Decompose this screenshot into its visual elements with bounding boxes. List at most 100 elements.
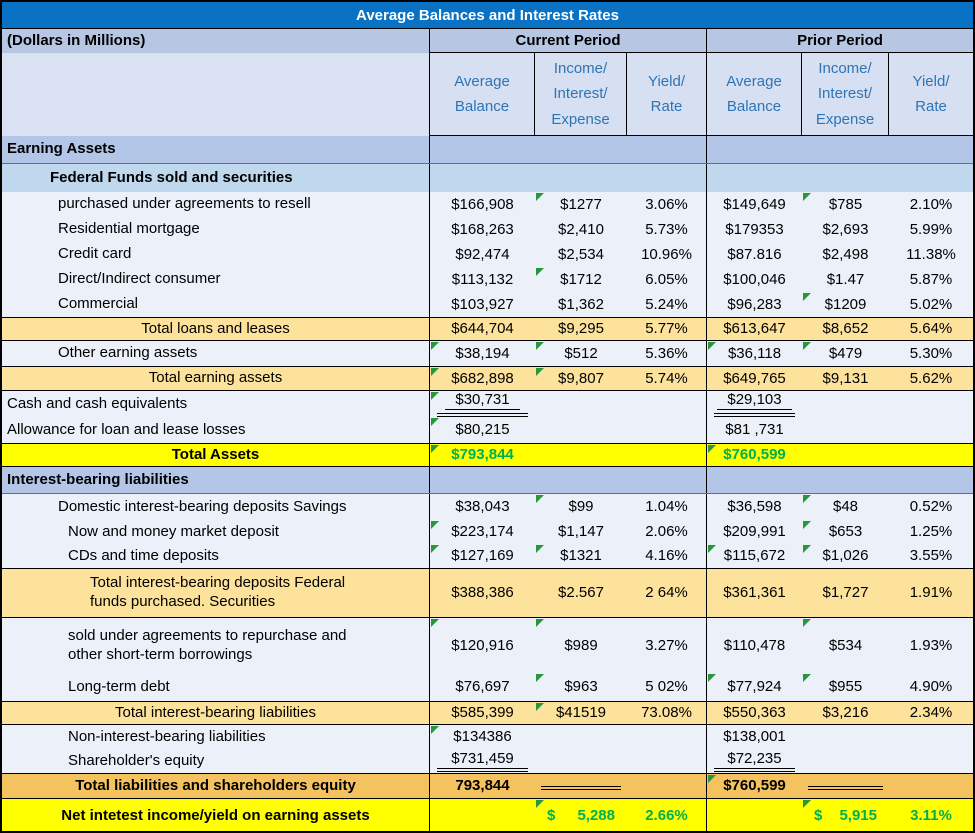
cell-value: $149,649 <box>723 195 786 213</box>
double-underline <box>808 785 883 790</box>
value-cell: $9,295 <box>535 318 627 340</box>
value-cell <box>627 774 707 798</box>
value-cell: 11.38% <box>889 242 973 267</box>
table-row: Long-term debt $76,697 $963 5 02% $77,924 $95… <box>2 673 973 701</box>
cell-value: $989 <box>564 636 598 654</box>
cell-value: $179353 <box>725 220 784 238</box>
cell-value: $41519 <box>555 704 607 722</box>
value-cell: $2,693 <box>802 217 889 242</box>
cell-value: $388,386 <box>451 584 514 602</box>
error-indicator-triangle-icon <box>536 800 544 808</box>
value-cell: $785 <box>802 192 889 217</box>
value-cell <box>535 749 627 773</box>
value-cell <box>707 799 802 831</box>
value-cell <box>889 391 973 417</box>
cell-value: $1209 <box>824 295 867 313</box>
cell-value: 5.99% <box>909 220 953 238</box>
cell-value: 2.06% <box>645 523 688 541</box>
value-cell <box>535 136 627 163</box>
value-cell: 73.08% <box>627 702 707 724</box>
row-label: Shareholder's equity <box>2 749 430 773</box>
table-row: purchased under agreements to resell $166… <box>2 192 973 217</box>
error-indicator-triangle-icon <box>803 521 811 529</box>
prior-average-balance-header: Average Balance <box>707 53 802 136</box>
value-cell: $72,235 <box>707 749 802 773</box>
value-cell: 5.74% <box>627 367 707 390</box>
cell-value: $38,194 <box>455 344 510 362</box>
value-cell: $29,103 <box>707 391 802 417</box>
table-row: Domestic interest-bearing deposits Savin… <box>2 494 973 520</box>
value-cell <box>627 467 707 493</box>
value-cell: 5.73% <box>627 217 707 242</box>
value-cell <box>430 799 535 831</box>
table-row: Total liabilities and shareholders equit… <box>2 773 973 799</box>
value-cell: $388,386 <box>430 569 535 617</box>
row-label: Residential mortgage <box>2 217 430 242</box>
cell-value: 5.30% <box>909 344 953 362</box>
error-indicator-triangle-icon <box>536 674 544 682</box>
cell-value: 5.02% <box>909 295 953 313</box>
value-cell: $115,672 <box>707 544 802 568</box>
cell-value: $168,263 <box>451 220 514 238</box>
value-cell: 10.96% <box>627 242 707 267</box>
cell-value: 5,915 <box>839 807 877 825</box>
error-indicator-triangle-icon <box>431 445 439 453</box>
cell-value: $81 ,731 <box>725 421 784 439</box>
value-cell: $80,215 <box>430 417 535 443</box>
value-cell: 4.16% <box>627 544 707 568</box>
value-cell <box>535 467 627 493</box>
value-cell: 2 64% <box>627 569 707 617</box>
value-cell: $5,288 <box>535 799 627 831</box>
cell-value: $9,295 <box>558 320 604 338</box>
value-cell <box>627 444 707 466</box>
error-indicator-triangle-icon <box>536 545 544 553</box>
cell-value: $585,399 <box>451 704 514 722</box>
value-cell: $76,697 <box>430 673 535 701</box>
row-label: Total earning assets <box>2 367 430 390</box>
value-cell: $2.567 <box>535 569 627 617</box>
error-indicator-triangle-icon <box>431 368 439 376</box>
value-cell: $1,727 <box>802 569 889 617</box>
cell-value: $103,927 <box>451 295 514 313</box>
value-cell <box>802 725 889 749</box>
table-row: Total interest-bearing liabilities $585,3… <box>2 701 973 725</box>
table-row: Total loans and leases $644,704 $9,295 5.77… <box>2 317 973 341</box>
value-cell: $138,001 <box>707 725 802 749</box>
value-cell <box>802 417 889 443</box>
cell-value: 5.73% <box>645 220 688 238</box>
value-cell <box>535 725 627 749</box>
value-cell: $5,915 <box>802 799 889 831</box>
cell-value: $2,498 <box>822 245 869 263</box>
value-cell: $585,399 <box>430 702 535 724</box>
cell-value: 2.10% <box>909 195 953 213</box>
table-row: Commercial $103,927 $1,362 5.24% $96,283 $120… <box>2 292 973 317</box>
cell-value: 5.87% <box>909 270 953 288</box>
value-cell: 5.24% <box>627 292 707 317</box>
value-cell: $87.816 <box>707 242 802 267</box>
table-row: Cash and cash equivalents $30,731 $29,103 <box>2 391 973 417</box>
value-cell: $2,410 <box>535 217 627 242</box>
row-label: Other earning assets <box>2 341 430 366</box>
cell-value: $2,410 <box>558 220 604 238</box>
cell-value: 5.77% <box>645 320 688 338</box>
cell-value: $613,647 <box>723 320 786 338</box>
value-cell <box>627 391 707 417</box>
error-indicator-triangle-icon <box>803 619 811 627</box>
value-cell: 5.62% <box>889 367 973 390</box>
value-cell: $682,898 <box>430 367 535 390</box>
cell-value: $1.47 <box>826 270 865 288</box>
row-label: Federal Funds sold and securities <box>2 164 430 192</box>
value-cell: $760,599 <box>707 774 802 798</box>
value-cell: $1712 <box>535 267 627 292</box>
cell-value: 793,844 <box>455 777 510 795</box>
value-cell: $1209 <box>802 292 889 317</box>
value-cell: $81 ,731 <box>707 417 802 443</box>
row-label: Total Assets <box>2 444 430 466</box>
cell-value: $760,599 <box>723 446 786 464</box>
value-cell: $120,916 <box>430 618 535 673</box>
value-cell <box>889 164 973 192</box>
value-cell: 3.06% <box>627 192 707 217</box>
double-underline <box>713 768 796 773</box>
cell-value: $760,599 <box>723 777 786 795</box>
cell-value: 73.08% <box>641 704 692 722</box>
